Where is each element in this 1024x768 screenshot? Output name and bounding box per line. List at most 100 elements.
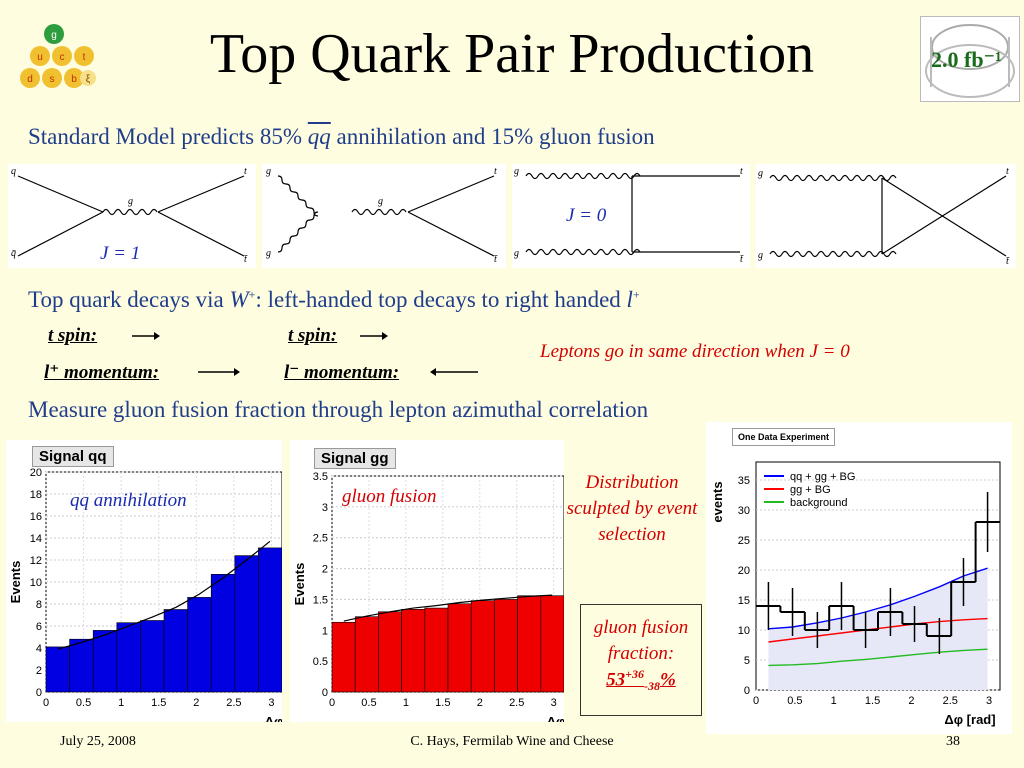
qq-ytick: 20 [30,467,42,479]
qq-bar [258,547,283,693]
data-xtick: 2 [908,695,914,707]
gg-bar [447,603,472,693]
data-ylabel: events [710,481,725,522]
gg-bar [540,595,565,693]
slide-title: Top Quark Pair Production [209,23,815,85]
qq-ytick: 18 [30,489,42,501]
qq-fit-curve [57,540,271,650]
qq-xtick: 2 [193,697,199,709]
d1-q-bot: q̄ [11,248,16,259]
gg-ytick: 0 [322,687,328,699]
lplus-momentum-label: l⁺ momentum: [44,362,160,383]
gg-xtick: 3 [551,697,557,709]
fraction-value: 53 [606,669,626,691]
gg-xtick: 0.5 [361,697,376,709]
decay-line: Top quark decays via W+: left-handed top… [28,287,640,313]
logo-quark-xi: ξ [86,74,91,85]
d4-g-top: g [758,168,763,179]
d1-t-bot: t̄ [244,254,248,265]
data-ytick: 0 [744,685,750,697]
tbar-spin-arrow-icon [360,332,388,340]
hist-gg-panel: Signal gg 0 0.5 1 1.5 2 2.5 3 3.5 0 0.5 1 1.5 2 2.5 3 E… [290,440,565,729]
data-plot-panel: One Data Experiment 0 5 10 15 20 25 30 35 0 0.5 1 1… [706,422,1012,734]
j1-label: J = 1 [100,243,141,264]
decay-suffix: : left-handed top decays to right handed [255,287,627,312]
t-spin-label: t spin: [48,325,98,346]
d1-t-top: t [244,166,247,177]
hist-qq-title: Signal qq [32,446,114,467]
fraction-label: gluon fusion fraction: [593,617,689,664]
sm-qq: qq [307,124,331,149]
d1-q-top: q [11,166,16,177]
lminus-arrow-icon [430,368,478,376]
feynman-diagram-gg-u: g g t t̄ [756,164,1016,268]
d2-g-bot: g [266,248,271,259]
qq-ytick: 0 [36,687,42,699]
data-plot-title: One Data Experiment [732,428,836,446]
legend-label-2: background [790,497,848,509]
data-xtick: 3 [986,695,992,707]
decay-w: W [229,287,249,312]
data-ytick: 30 [738,505,750,517]
d4-g-bot: g [758,250,763,261]
decay-w-sup: + [248,287,256,302]
d1-gluon: g [128,196,133,207]
data-ytick: 10 [738,625,750,637]
data-xlabel: Δφ [rad] [944,712,995,727]
d2-gluon: g [378,196,383,207]
gg-ytick: 3 [322,502,328,514]
gg-ytick: 1.5 [313,594,328,606]
gg-ytick: 2 [322,564,328,576]
gg-bar [354,616,379,693]
footer-date: July 25, 2008 [60,734,136,749]
gg-bar [470,600,495,693]
fraction-unit: % [660,669,676,691]
fraction-value-row: 53+36-38% [581,667,701,694]
logo-quark-s: s [50,74,55,85]
detector-logo: 2.0 fb⁻¹ [920,16,1020,102]
qq-ylabel: Events [8,561,23,604]
hist-qq-panel: Signal qq 0 2 4 6 8 10 12 14 16 18 20 0 0.5 1 1.5 2 2.5 3… [6,440,283,729]
logo-quark-u: u [37,52,43,63]
sculpted-note: Distribution sculpted by event selection [566,472,698,545]
data-xtick: 1 [831,695,837,707]
j0-label: J = 0 [566,205,607,226]
d3-t-top: t [740,166,743,177]
fraction-down: -38 [644,679,660,694]
qq-xtick: 1.5 [151,697,166,709]
gg-ytick: 1 [322,625,328,637]
d4-t-top: t [1006,166,1009,177]
gg-bar [424,607,449,693]
feynman-diagram-qq: q q̄ g t t̄ [8,164,256,268]
gg-ytick: 3.5 [313,471,328,483]
footer-center: C. Hays, Fermilab Wine and Cheese [410,734,614,749]
data-xtick: 2.5 [943,695,958,707]
qq-bar [116,622,141,693]
gg-ylabel: Events [292,563,307,606]
gg-ytick: 0.5 [313,656,328,668]
gg-bar [378,611,402,693]
d3-t-bot: t̄ [740,254,744,265]
measure-line: Measure gluon fusion fraction through le… [28,397,649,422]
data-ytick: 35 [738,475,750,487]
d3-g-bot: g [514,248,519,259]
t-spin-arrow-icon [132,332,160,340]
legend-label-1: gg + BG [790,484,831,496]
feynman-diagram-gg-t: g g t t̄ [512,164,750,268]
feynman-diagram-gg-s: g g g t t̄ [262,164,506,268]
qq-ytick: 6 [36,621,42,633]
luminosity-badge: 2.0 fb⁻¹ [931,47,1002,72]
qq-bar [69,638,94,693]
d2-g-top: g [266,166,271,177]
qq-bar [234,555,259,693]
logo-quark-c: c [60,52,65,63]
gg-ytick: 2.5 [313,533,328,545]
gg-xtick: 0 [329,697,335,709]
qq-bar [45,646,70,693]
fraction-up: +36 [625,667,644,681]
qq-xlabel: Δφ [265,714,282,722]
qq-xtick: 0 [43,697,49,709]
hist-gg-chart: 0 0.5 1 1.5 2 2.5 3 3.5 0 0.5 1 1.5 2 2.5 3 Events Δφ [292,471,565,729]
data-xtick: 0 [753,695,759,707]
sm-prediction-line: Standard Model predicts 85% qq annihilat… [28,124,655,150]
